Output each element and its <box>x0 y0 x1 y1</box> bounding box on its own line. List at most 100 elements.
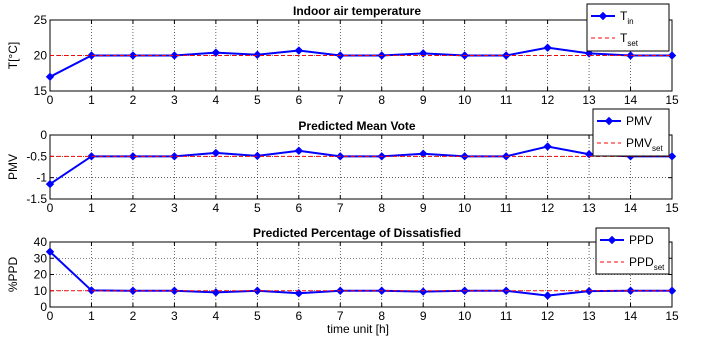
data-point <box>87 152 96 161</box>
y-axis-label: PMV <box>6 154 20 180</box>
x-tick-label: 3 <box>171 309 178 323</box>
y-tick-label: -1.5 <box>26 192 47 206</box>
legend-box <box>586 3 670 52</box>
x-tick-label: 3 <box>171 93 178 107</box>
x-tick-label: 0 <box>47 309 54 323</box>
x-tick-label: 10 <box>458 309 472 323</box>
legend-entry-subscript: in <box>627 17 633 26</box>
x-tick-label: 2 <box>130 93 137 107</box>
x-axis-label: time unit [h] <box>327 322 389 336</box>
y-tick-label: 10 <box>34 284 48 298</box>
x-tick-label: 15 <box>665 201 679 215</box>
y-tick-label: 40 <box>34 235 48 249</box>
data-point <box>211 148 221 158</box>
x-tick-label: 6 <box>295 309 302 323</box>
y-tick-label: 25 <box>34 13 48 27</box>
data-point <box>45 72 55 82</box>
data-point <box>543 291 552 300</box>
y-axis-label: T[°C] <box>6 42 20 69</box>
data-point <box>128 286 138 295</box>
x-tick-label: 7 <box>337 201 344 215</box>
legend-box <box>592 108 670 157</box>
x-tick-label: 8 <box>378 93 385 107</box>
data-point <box>253 286 262 295</box>
data-point <box>253 151 262 161</box>
data-point <box>170 152 179 161</box>
x-tick-label: 4 <box>213 201 220 215</box>
data-point <box>294 288 304 298</box>
x-tick-label: 14 <box>624 309 638 323</box>
x-tick-label: 11 <box>500 93 513 107</box>
data-point <box>667 51 677 60</box>
x-tick-label: 3 <box>171 201 178 215</box>
x-tick-label: 13 <box>582 93 596 107</box>
legend-entry-subscript: set <box>654 263 665 272</box>
x-tick-label: 1 <box>88 93 95 107</box>
chart-title: Indoor air temperature <box>293 4 421 18</box>
legend-entry: PPD <box>629 233 654 247</box>
x-tick-label: 7 <box>337 309 344 323</box>
data-point <box>543 43 552 52</box>
x-tick-label: 0 <box>47 201 54 215</box>
y-axis-label: %PPD <box>6 256 20 292</box>
x-tick-label: 4 <box>213 93 220 107</box>
x-tick-label: 5 <box>254 93 261 107</box>
data-point <box>87 286 96 295</box>
x-tick-label: 8 <box>378 309 385 323</box>
x-tick-label: 14 <box>624 93 638 107</box>
x-tick-label: 9 <box>420 309 427 323</box>
x-tick-label: 10 <box>458 201 472 215</box>
x-tick-label: 12 <box>541 309 555 323</box>
y-tick-label: -0.5 <box>26 149 47 163</box>
chart-title: Predicted Percentage of Dissatisfied <box>253 226 461 240</box>
data-point <box>418 287 428 296</box>
x-tick-label: 15 <box>665 309 679 323</box>
x-tick-label: 14 <box>624 201 638 215</box>
data-point <box>253 50 262 59</box>
chart-title: Predicted Mean Vote <box>298 119 415 133</box>
legend-marker <box>607 235 617 245</box>
data-point <box>128 51 138 60</box>
y-tick-label: 20 <box>34 268 48 282</box>
x-tick-label: 2 <box>130 201 137 215</box>
x-tick-label: 13 <box>582 201 596 215</box>
x-tick-label: 0 <box>47 93 54 107</box>
data-point <box>87 51 96 60</box>
y-tick-label: 30 <box>34 251 48 265</box>
x-tick-label: 6 <box>295 201 302 215</box>
x-tick-label: 11 <box>500 309 513 323</box>
x-tick-label: 12 <box>541 93 555 107</box>
x-tick-label: 5 <box>254 309 261 323</box>
y-tick-label: -1 <box>36 171 47 185</box>
data-point <box>128 152 138 161</box>
x-tick-label: 8 <box>378 201 385 215</box>
legend-entry: PMV <box>626 114 652 128</box>
plot-area <box>50 135 672 199</box>
axes-frame <box>49 134 673 200</box>
x-tick-label: 7 <box>337 93 344 107</box>
legend-entry-subscript: set <box>627 39 638 48</box>
data-point <box>294 146 304 155</box>
y-tick-label: 0 <box>40 128 47 142</box>
data-point <box>45 247 55 256</box>
y-tick-label: 15 <box>34 84 48 98</box>
data-point <box>170 286 179 295</box>
data-point <box>418 149 428 158</box>
data-point <box>170 51 179 60</box>
legend-box <box>595 227 670 275</box>
x-tick-label: 2 <box>130 309 137 323</box>
x-tick-label: 4 <box>213 309 220 323</box>
legend-marker <box>604 116 614 126</box>
data-point <box>45 179 55 189</box>
chart-panel-2: 0 1 2 3 4 5 6 7 8 9 10 11 12 13 14 15010203040Predicted… <box>6 226 679 336</box>
legend-marker <box>598 11 608 21</box>
legend-entry-subscript: set <box>652 144 663 153</box>
y-tick-label: 20 <box>34 49 48 63</box>
plot-area <box>50 242 672 307</box>
data-point <box>626 51 635 60</box>
